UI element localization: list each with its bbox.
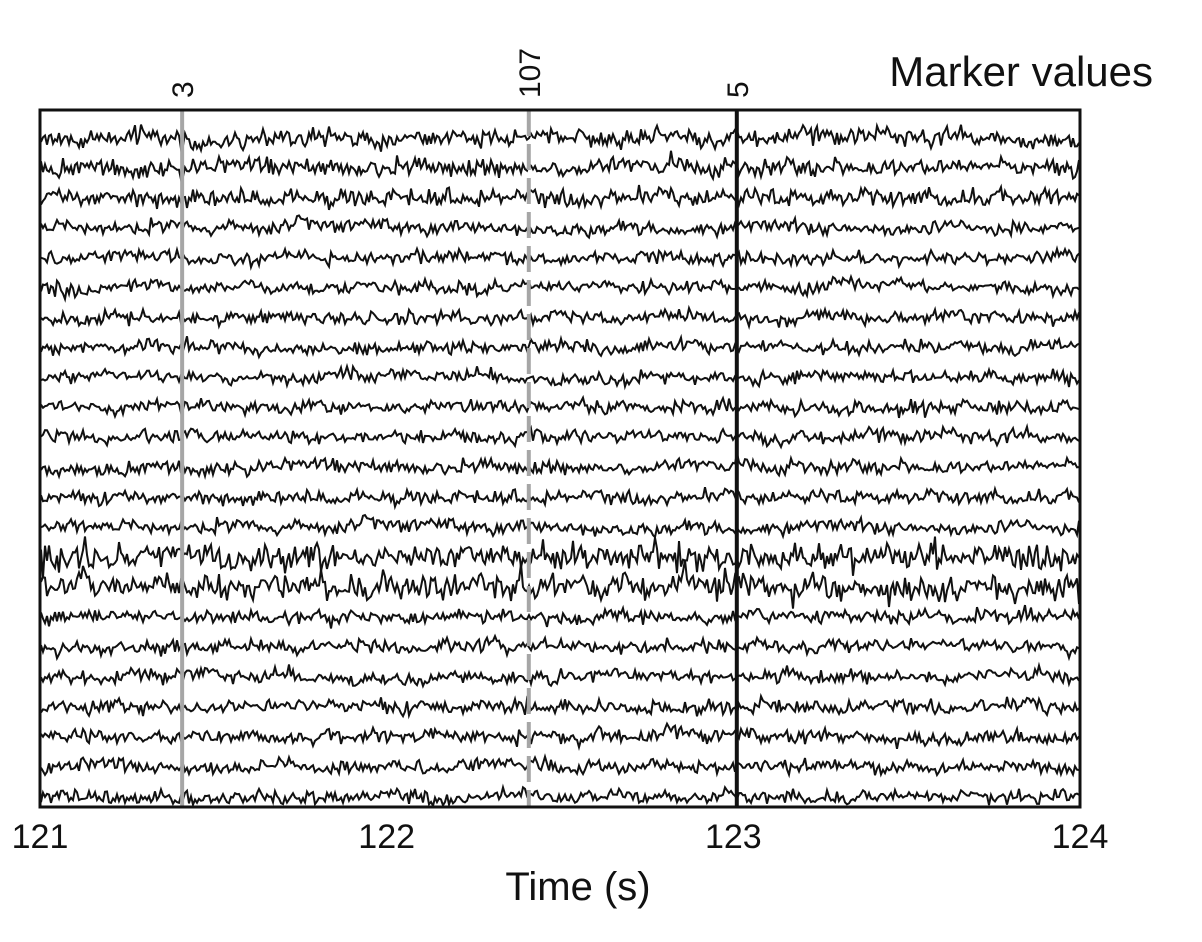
eeg-channel-trace xyxy=(41,245,1079,271)
x-tick-label: 124 xyxy=(1052,818,1109,856)
eeg-channel-trace xyxy=(41,753,1079,779)
event-markers xyxy=(180,110,739,807)
x-tick-label: 122 xyxy=(358,818,415,856)
marker-value-labels: 3 107 5 xyxy=(167,48,755,98)
eeg-channel-trace xyxy=(41,121,1079,154)
eeg-channel-trace xyxy=(41,692,1079,720)
eeg-channel-trace xyxy=(41,333,1079,360)
eeg-channel-trace xyxy=(41,214,1079,240)
x-axis-label: Time (s) xyxy=(505,865,650,909)
eeg-channel-trace xyxy=(41,452,1079,481)
eeg-channel-trace xyxy=(41,150,1079,182)
eeg-traces xyxy=(41,121,1079,806)
eeg-channel-trace xyxy=(41,559,1079,609)
eeg-channel-trace xyxy=(41,536,1079,578)
eeg-channel-trace xyxy=(41,273,1079,303)
x-tick-label: 121 xyxy=(12,818,69,856)
marker-values-caption: Marker values xyxy=(889,48,1153,95)
marker-value-label: 3 xyxy=(167,81,200,98)
eeg-channel-trace xyxy=(41,783,1079,806)
eeg-channel-trace xyxy=(41,485,1079,511)
marker-value-label: 5 xyxy=(722,81,755,98)
x-axis-ticks: 121 122 123 124 xyxy=(12,818,1109,856)
eeg-channel-trace xyxy=(41,661,1079,689)
eeg-channel-trace xyxy=(41,183,1079,211)
eeg-channel-trace xyxy=(41,423,1079,450)
eeg-channel-trace xyxy=(41,604,1079,629)
marker-value-label: 107 xyxy=(514,48,547,98)
eeg-channel-trace xyxy=(41,394,1079,420)
x-tick-label: 123 xyxy=(705,818,762,856)
eeg-channel-trace xyxy=(41,362,1079,391)
plot-frame xyxy=(38,108,1082,809)
eeg-channel-trace xyxy=(41,304,1079,330)
eeg-channel-trace xyxy=(41,721,1079,751)
eeg-channel-trace xyxy=(41,513,1079,540)
eeg-channel-trace xyxy=(41,633,1079,662)
